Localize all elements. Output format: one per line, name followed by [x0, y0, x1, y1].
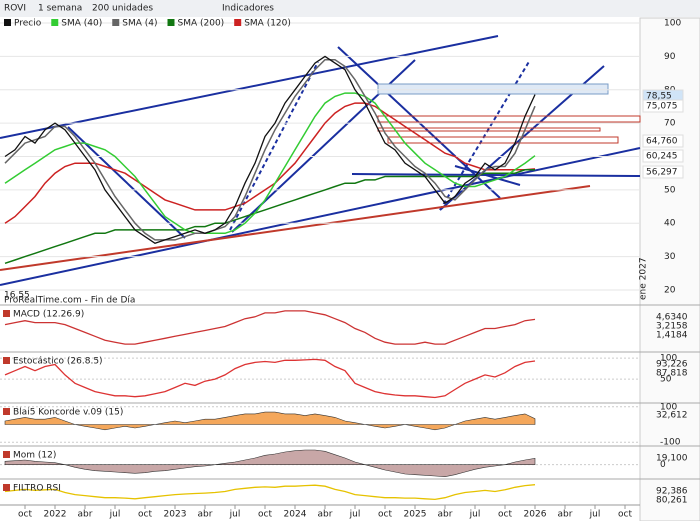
legend-swatch: [51, 19, 59, 26]
price-readout: 78,55: [646, 92, 672, 102]
y-tick-label: 0: [660, 460, 666, 470]
price-line: [4, 92, 536, 235]
x-tick-label: 2023: [164, 510, 187, 520]
x-tick-label: abr: [318, 510, 333, 520]
y-tick-label: 50: [660, 375, 672, 385]
y-tick-label: 20: [664, 285, 676, 295]
legend-entry: SMA (120): [244, 19, 291, 29]
legend-low: 16,55: [4, 291, 30, 301]
y-tick-label: 100: [664, 19, 681, 29]
panel-readout: 1,4184: [656, 331, 688, 341]
price-line: [4, 58, 536, 241]
indicators[interactable]: Indicadores: [222, 4, 274, 14]
x-tick-label: jul: [349, 510, 361, 520]
price-box: [642, 134, 684, 148]
footer: ProRealTime.com - Fin de Día: [4, 296, 135, 306]
y-tick-label: 100: [660, 354, 677, 364]
x-tick-label: abr: [558, 510, 573, 520]
legend-entry: SMA (200): [178, 19, 225, 29]
legend-swatch: [167, 19, 175, 26]
zones: [377, 83, 641, 144]
indicator-line: [4, 358, 536, 399]
panel-readout: 87,818: [656, 369, 688, 379]
y-tick-label: 90: [664, 52, 676, 62]
panel-readout: 3,2158: [656, 322, 688, 332]
legend-swatch: [112, 19, 120, 26]
x-tick-label: abr: [78, 510, 93, 520]
x-tick-label: 2026: [524, 510, 547, 520]
price-readout: 75,075: [646, 102, 678, 112]
y-tick-label: 100: [660, 402, 677, 412]
panel-icon: [3, 408, 10, 415]
y-tick-label: 70: [664, 119, 676, 129]
x-tick-label: 2025: [404, 510, 427, 520]
x-tick-label: abr: [198, 510, 213, 520]
x-tick-label: 2022: [44, 510, 67, 520]
x-tick-label: 2024: [284, 510, 307, 520]
x-tick-label: oct: [258, 510, 272, 520]
price-line: [4, 102, 536, 224]
panel-icon: [3, 451, 10, 458]
panel-title: Estocástico (26.8.5): [13, 357, 103, 367]
toolbar: [0, 0, 700, 17]
panel-title: Blai5 Koncorde v.09 (15): [13, 408, 123, 418]
x-tick-label: oct: [618, 510, 632, 520]
price-readout: 64,760: [646, 137, 678, 147]
indicator-area: [4, 449, 536, 478]
price-readout: 56,297: [646, 168, 678, 178]
legend-entry: SMA (4): [122, 19, 157, 29]
x-tick-label: jul: [109, 510, 121, 520]
x-tick-label: jul: [469, 510, 481, 520]
indicator-line: [4, 484, 536, 501]
period[interactable]: 1 semana: [38, 4, 82, 14]
price-box: [642, 165, 684, 179]
panel-readout: 92,386: [656, 487, 688, 497]
y-tick-label: 50: [664, 185, 676, 195]
symbol[interactable]: ROVI: [4, 4, 26, 14]
trendlines: [0, 35, 641, 286]
price-box: [642, 149, 684, 163]
price-readout: 60,245: [646, 152, 678, 162]
x-tick-label: oct: [138, 510, 152, 520]
indicator-area: [4, 411, 536, 431]
x-tick-label: oct: [378, 510, 392, 520]
panel-title: FILTRO RSI: [13, 484, 61, 494]
panel-readout: 80,261: [656, 496, 688, 506]
indicator-line: [4, 310, 536, 345]
price-line: [4, 169, 535, 265]
panel-icon: [3, 484, 10, 491]
y-tick-label: 30: [664, 252, 676, 262]
x-tick-label: oct: [498, 510, 512, 520]
side-label: ene 2027: [639, 257, 649, 300]
legend-entry: Precio: [14, 19, 42, 29]
y-tick-label: 40: [664, 219, 676, 229]
legend-swatch: [234, 19, 242, 26]
panel-icon: [3, 357, 10, 364]
panel-readout: 4,6340: [656, 313, 688, 323]
y-tick-label: -100: [660, 438, 681, 448]
price-line: [4, 55, 536, 245]
panel-readout: 19,100: [656, 454, 688, 464]
x-tick-label: oct: [18, 510, 32, 520]
price-box: [642, 99, 684, 113]
x-tick-label: jul: [229, 510, 241, 520]
panel-readout: 32,612: [656, 411, 688, 421]
panel-readout: 93,226: [656, 360, 688, 370]
panel-title: Mom (12): [13, 451, 56, 461]
legend-entry: SMA (40): [61, 19, 102, 29]
panel-icon: [3, 310, 10, 317]
x-tick-label: jul: [589, 510, 601, 520]
legend-swatch: [4, 19, 11, 26]
panel-title: MACD (12.26.9): [13, 310, 84, 320]
x-tick-label: abr: [438, 510, 453, 520]
units[interactable]: 200 unidades: [92, 4, 153, 14]
